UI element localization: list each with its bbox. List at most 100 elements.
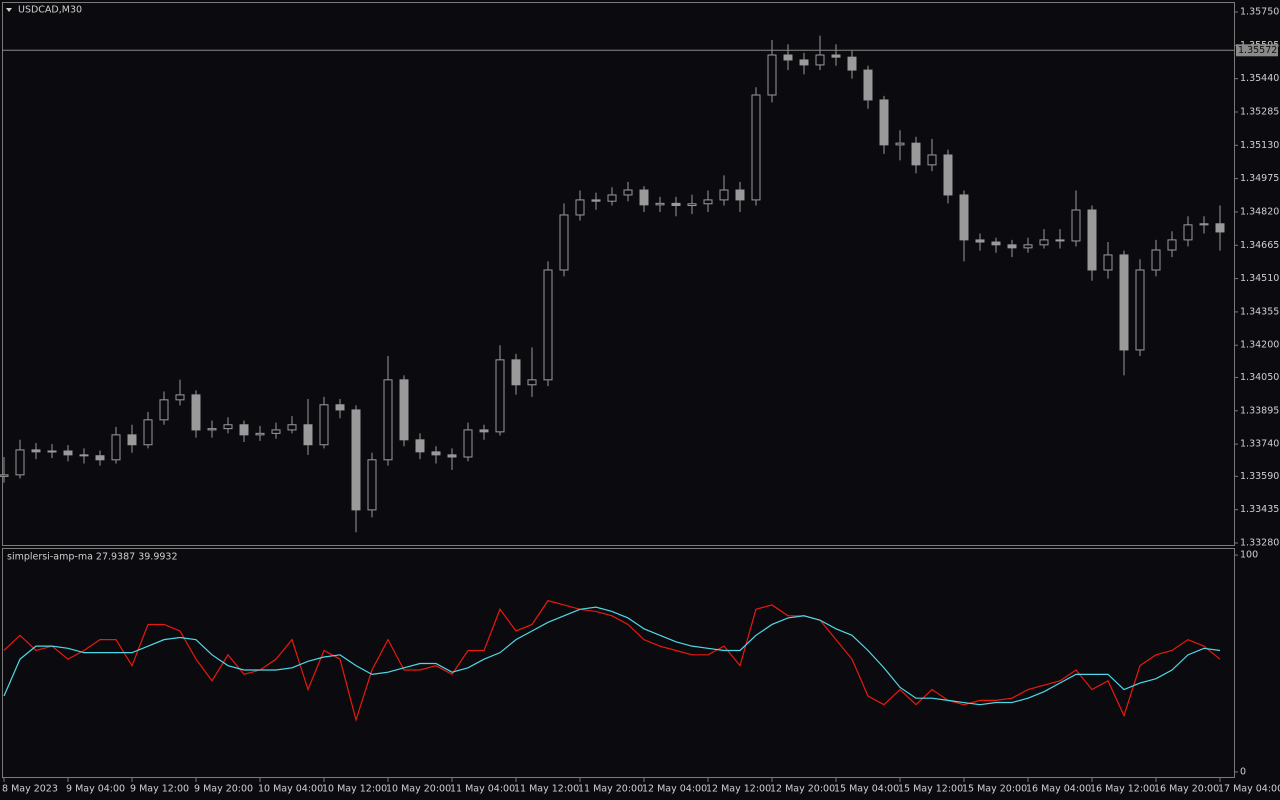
- candle-body: [607, 194, 617, 202]
- candle-body: [0, 474, 9, 477]
- candle-body: [943, 154, 953, 196]
- y-tick-label: 1.35285: [1240, 106, 1279, 117]
- candle-body: [223, 424, 233, 430]
- y-tick-label: 1.35750: [1240, 7, 1279, 18]
- candle-body: [1215, 223, 1225, 233]
- indicator-line: [3, 606, 1221, 706]
- y-tick-label: 1.33590: [1240, 471, 1279, 482]
- candle-body: [847, 56, 857, 71]
- x-tick-label: 12 May 04:00: [642, 784, 707, 795]
- chart-title: USDCAD,M30: [18, 5, 82, 16]
- candle-body: [367, 459, 377, 511]
- candle-body: [95, 455, 105, 461]
- candle-body: [959, 194, 969, 241]
- x-tick-label: 12 May 12:00: [706, 784, 771, 795]
- candle-body: [303, 424, 313, 446]
- y-tick-label: 1.33740: [1240, 439, 1279, 450]
- candle-body: [719, 189, 729, 201]
- candle-body: [799, 59, 809, 66]
- candle-body: [351, 409, 361, 511]
- candle-body: [1023, 244, 1033, 249]
- candle-body: [655, 202, 665, 206]
- x-tick-label: 11 May 12:00: [514, 784, 579, 795]
- candle-body: [559, 214, 569, 271]
- x-tick-label: 16 May 04:00: [1026, 784, 1091, 795]
- candle-body: [127, 434, 137, 446]
- candle-body: [911, 142, 921, 166]
- candle-body: [399, 379, 409, 441]
- y-tick-label: 1.33435: [1240, 504, 1279, 515]
- candle-body: [927, 154, 937, 166]
- candle-body: [335, 404, 345, 411]
- y-tick-label: 1.34050: [1240, 372, 1279, 383]
- x-tick-label: 10 May 04:00: [258, 784, 323, 795]
- y-tick-label: 1.35130: [1240, 140, 1279, 151]
- y-tick-label: 1.34975: [1240, 173, 1279, 184]
- candle-body: [319, 404, 329, 446]
- candle-body: [1007, 244, 1017, 249]
- candle-body: [991, 241, 1001, 246]
- candle-body: [287, 424, 297, 431]
- candle-body: [687, 203, 697, 206]
- candle-body: [79, 454, 89, 457]
- candle-body: [1135, 269, 1145, 351]
- candle-body: [639, 189, 649, 206]
- candle-body: [159, 399, 169, 421]
- y-tick-label: 1.33280: [1240, 537, 1279, 548]
- indicator-title: simplersi-amp-ma 27.9387 39.9932: [7, 552, 178, 563]
- x-tick-label: 10 May 20:00: [386, 784, 451, 795]
- y-tick-label: 0: [1240, 766, 1246, 777]
- x-tick-label: 15 May 20:00: [962, 784, 1027, 795]
- x-tick-label: 10 May 12:00: [322, 784, 387, 795]
- candle-body: [1039, 239, 1049, 246]
- candle-body: [175, 394, 185, 401]
- x-tick-label: 17 May 04:00: [1218, 784, 1280, 795]
- candle-body: [191, 394, 201, 431]
- candle-body: [447, 454, 457, 458]
- x-tick-label: 15 May 12:00: [898, 784, 963, 795]
- x-tick-label: 11 May 20:00: [578, 784, 643, 795]
- symbol-menu-arrow[interactable]: [6, 8, 12, 12]
- candle-body: [1183, 224, 1193, 241]
- candle-body: [383, 379, 393, 461]
- candle-body: [895, 142, 905, 146]
- x-tick-label: 15 May 04:00: [834, 784, 899, 795]
- candle-body: [591, 199, 601, 202]
- candle-body: [111, 434, 121, 461]
- candle-body: [255, 432, 265, 436]
- x-tick-label: 12 May 20:00: [770, 784, 835, 795]
- x-tick-label: 8 May 2023: [2, 784, 58, 795]
- candle-body: [831, 54, 841, 58]
- candle-body: [511, 359, 521, 386]
- candle-body: [239, 424, 249, 436]
- candle-body: [1103, 254, 1113, 271]
- candle-body: [1151, 249, 1161, 271]
- current-price-box: [1236, 44, 1278, 57]
- y-tick-label: 1.34200: [1240, 340, 1279, 351]
- candle-body: [527, 379, 537, 386]
- candle-body: [1119, 254, 1129, 351]
- candle-body: [879, 99, 889, 146]
- candle-body: [1199, 223, 1209, 226]
- candle-body: [495, 359, 505, 433]
- candle-body: [1071, 209, 1081, 242]
- candle-body: [479, 429, 489, 433]
- candle-body: [863, 69, 873, 101]
- candle-body: [815, 54, 825, 66]
- y-tick-label: 1.34665: [1240, 240, 1279, 251]
- candle-body: [431, 451, 441, 456]
- candle-body: [143, 419, 153, 446]
- candle-body: [207, 428, 217, 431]
- y-tick-label: 1.34355: [1240, 306, 1279, 317]
- x-tick-label: 9 May 20:00: [194, 784, 253, 795]
- y-tick-label: 1.35440: [1240, 73, 1279, 84]
- y-tick-label: 1.34510: [1240, 273, 1279, 284]
- candle-body: [751, 94, 761, 201]
- candle-body: [1167, 239, 1177, 251]
- candle-body: [463, 429, 473, 458]
- candle-body: [1055, 239, 1065, 242]
- candle-body: [31, 449, 41, 453]
- candle-body: [15, 449, 25, 476]
